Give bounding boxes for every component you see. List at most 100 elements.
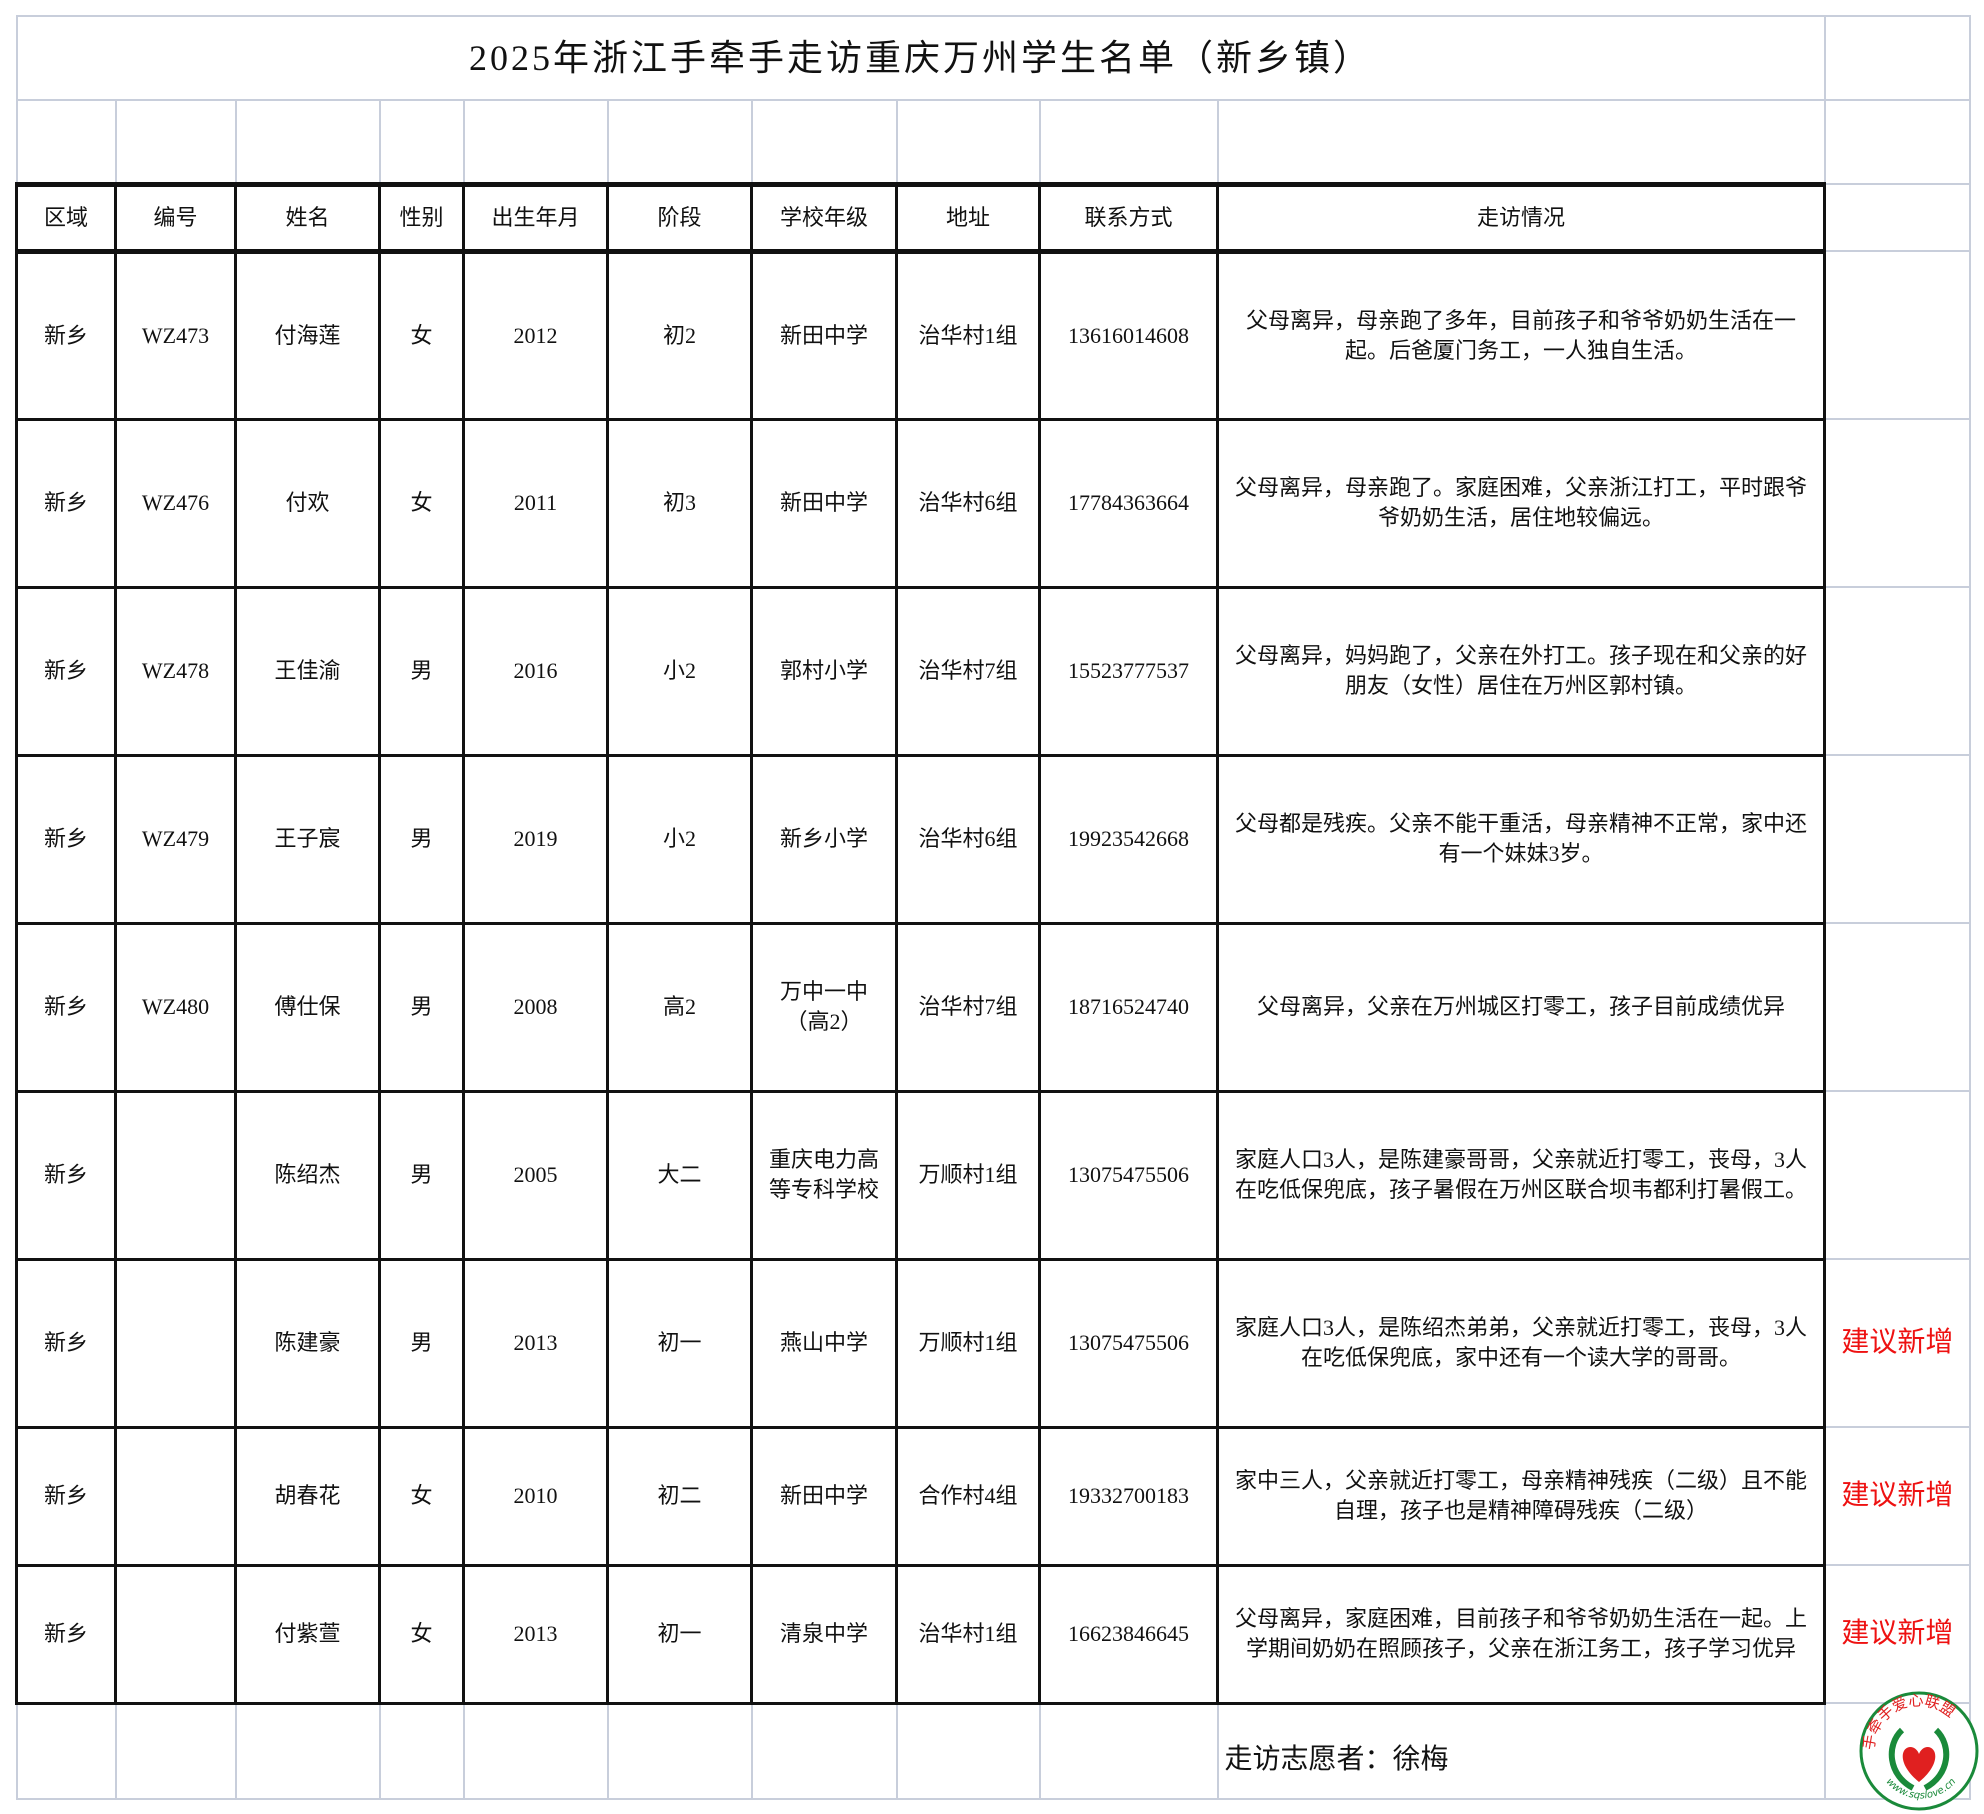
heart-hands-logo-icon: 手牵手爱心联盟 www.sqslove.cn — [1859, 1691, 1979, 1811]
cell-name: 付欢 — [234, 417, 381, 589]
cell-address: 治华村7组 — [895, 921, 1041, 1093]
cell-id: WZ478 — [114, 585, 237, 757]
empty-cell — [378, 1702, 465, 1800]
column-header: 学校年级 — [750, 181, 898, 254]
cell-visit: 父母离异，母亲跑了多年，目前孩子和爷爷奶奶生活在一起。后爸厦门务工，一人独自生活… — [1215, 249, 1827, 421]
cell-phone: 15523777537 — [1038, 585, 1219, 757]
cell-visit: 父母离异，母亲跑了。家庭困难，父亲浙江打工，平时跟爷爷奶奶生活，居住地较偏远。 — [1215, 417, 1827, 589]
cell-name: 王子宸 — [234, 753, 381, 925]
cell-stage: 大二 — [606, 1089, 753, 1261]
cell-visit: 父母都是残疾。父亲不能干重活，母亲精神不正常，家中还有一个妹妹3岁。 — [1215, 753, 1827, 925]
cell-name: 傅仕保 — [234, 921, 381, 1093]
empty-cell — [15, 1702, 117, 1800]
column-header: 区域 — [15, 181, 117, 254]
cell-gender: 男 — [378, 1257, 465, 1429]
cell-phone: 19332700183 — [1038, 1425, 1219, 1567]
cell-school: 燕山中学 — [750, 1257, 898, 1429]
column-header: 姓名 — [234, 181, 381, 254]
cell-phone: 18716524740 — [1038, 921, 1219, 1093]
table-row: 新乡 WZ479 王子宸男 2019 小2 新乡小学 治华村6组 19923542668 父母都… — [15, 753, 1971, 925]
cell-address: 治华村6组 — [895, 753, 1041, 925]
cell-stage: 初一 — [606, 1563, 753, 1705]
cell-visit: 家中三人，父亲就近打零工，母亲精神残疾（二级）且不能自理，孩子也是精神障碍残疾（… — [1215, 1425, 1827, 1567]
cell-gender: 男 — [378, 585, 465, 757]
table-row: 新乡 WZ473 付海莲女 2012 初2 新田中学 治华村1组 13616014608 父母离… — [15, 249, 1971, 421]
header-row: 区域 编号 姓名 性别 出生年月 阶段 学校年级 地址 联系方式 走访情况 — [15, 181, 1971, 254]
cell-birth: 2008 — [462, 921, 609, 1093]
cell-birth: 2010 — [462, 1425, 609, 1567]
cell-region: 新乡 — [15, 753, 117, 925]
empty-cell — [462, 99, 609, 185]
cell-name: 陈绍杰 — [234, 1089, 381, 1261]
cell-birth: 2013 — [462, 1563, 609, 1705]
volunteer-label: 走访志愿者：徐梅 — [1216, 1702, 1826, 1800]
table-row: 新乡 WZ478 王佳渝男 2016 小2 郭村小学 治华村7组 15523777537 父母离… — [15, 585, 1971, 757]
cell-region: 新乡 — [15, 417, 117, 589]
empty-cell — [750, 1702, 898, 1800]
cell-school: 重庆电力高等专科学校 — [750, 1089, 898, 1261]
cell-region: 新乡 — [15, 585, 117, 757]
cell-school: 清泉中学 — [750, 1563, 898, 1705]
cell-visit: 家庭人口3人，是陈绍杰弟弟，父亲就近打零工，丧母，3人在吃低保兜底，家中还有一个… — [1215, 1257, 1827, 1429]
cell-stage: 初二 — [606, 1425, 753, 1567]
cell-birth: 2011 — [462, 417, 609, 589]
empty-cell — [1038, 99, 1219, 185]
note-cell — [1823, 586, 1971, 756]
table-row: 新乡 WZ480 傅仕保男 2008 高2 万中一中（高2） 治华村7组 1871652474… — [15, 921, 1971, 1093]
note-cell: 建议新增 — [1823, 1426, 1971, 1566]
cell-region: 新乡 — [15, 1425, 117, 1567]
cell-birth: 2019 — [462, 753, 609, 925]
cell-id: WZ480 — [114, 921, 237, 1093]
column-header: 联系方式 — [1038, 181, 1219, 254]
cell-school: 万中一中（高2） — [750, 921, 898, 1093]
empty-cell — [750, 99, 898, 185]
empty-cell — [462, 1702, 609, 1800]
cell-stage: 初2 — [606, 249, 753, 421]
empty-cell — [1823, 15, 1971, 101]
title-row: 2025年浙江手牵手走访重庆万州学生名单（新乡镇） — [15, 15, 1971, 101]
cell-name: 付海莲 — [234, 249, 381, 421]
cell-phone: 17784363664 — [1038, 417, 1219, 589]
cell-name: 王佳渝 — [234, 585, 381, 757]
cell-region: 新乡 — [15, 1257, 117, 1429]
cell-birth: 2005 — [462, 1089, 609, 1261]
empty-cell — [378, 99, 465, 185]
cell-stage: 小2 — [606, 753, 753, 925]
table-row: 新乡 WZ476 付欢女 2011 初3 新田中学 治华村6组 17784363664 父母离异… — [15, 417, 1971, 589]
empty-cell — [234, 99, 381, 185]
cell-visit: 父母离异，妈妈跑了，父亲在外打工。孩子现在和父亲的好朋友（女性）居住在万州区郭村… — [1215, 585, 1827, 757]
empty-cell — [1216, 99, 1826, 185]
empty-cell — [1823, 183, 1971, 252]
cell-gender: 男 — [378, 1089, 465, 1261]
note-cell — [1823, 754, 1971, 924]
cell-name: 胡春花 — [234, 1425, 381, 1567]
cell-id: WZ476 — [114, 417, 237, 589]
student-list-table: 2025年浙江手牵手走访重庆万州学生名单（新乡镇） 区域 编号 姓名 性别 出生年月 阶段… — [15, 15, 1971, 1800]
cell-address: 治华村1组 — [895, 249, 1041, 421]
cell-gender: 女 — [378, 249, 465, 421]
cell-gender: 男 — [378, 921, 465, 1093]
page-title: 2025年浙江手牵手走访重庆万州学生名单（新乡镇） — [15, 15, 1826, 101]
footer-row: 走访志愿者：徐梅 — [15, 1702, 1971, 1800]
note-cell: 建议新增 — [1823, 1564, 1971, 1704]
cell-name: 陈建豪 — [234, 1257, 381, 1429]
empty-cell — [234, 1702, 381, 1800]
empty-cell — [1823, 99, 1971, 185]
cell-region: 新乡 — [15, 1089, 117, 1261]
cell-id — [114, 1563, 237, 1705]
empty-cell — [895, 99, 1041, 185]
cell-name: 付紫萱 — [234, 1563, 381, 1705]
cell-address: 治华村6组 — [895, 417, 1041, 589]
cell-phone: 13616014608 — [1038, 249, 1219, 421]
empty-cell — [606, 1702, 753, 1800]
cell-phone: 13075475506 — [1038, 1089, 1219, 1261]
cell-region: 新乡 — [15, 1563, 117, 1705]
table-row: 新乡 付紫萱女 2013 初一 清泉中学 治华村1组 16623846645 父母离异，家庭困… — [15, 1563, 1971, 1705]
note-cell — [1823, 922, 1971, 1092]
cell-id — [114, 1089, 237, 1261]
cell-school: 新田中学 — [750, 1425, 898, 1567]
cell-school: 郭村小学 — [750, 585, 898, 757]
cell-address: 合作村4组 — [895, 1425, 1041, 1567]
cell-region: 新乡 — [15, 249, 117, 421]
table-row: 新乡 胡春花女 2010 初二 新田中学 合作村4组 19332700183 家中三人，父亲就… — [15, 1425, 1971, 1567]
